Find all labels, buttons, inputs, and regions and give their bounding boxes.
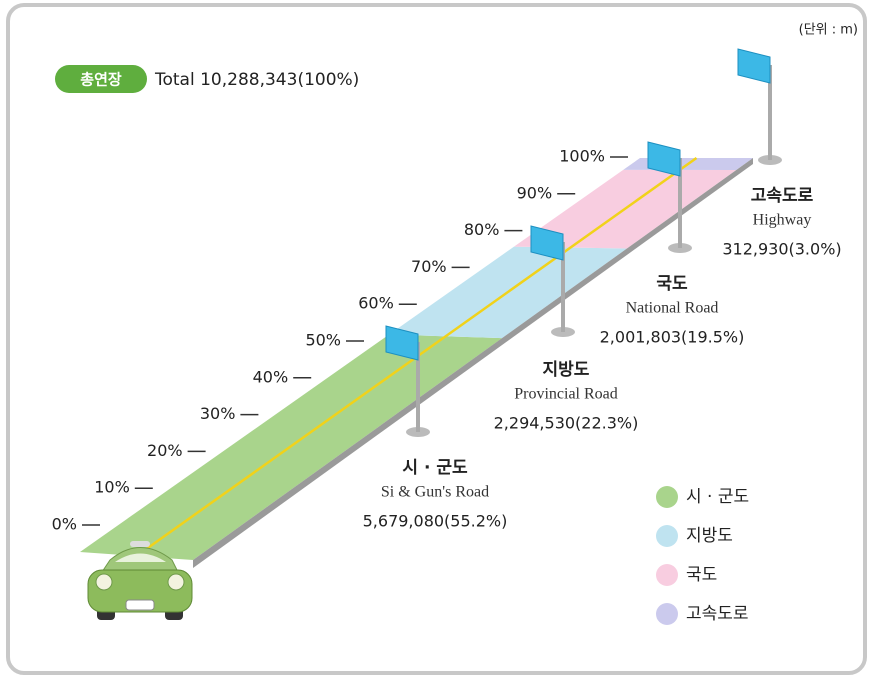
y-tick-label: 30% (200, 404, 236, 423)
segment-name: 고속도로 (751, 186, 814, 206)
y-tick-label: 80% (464, 220, 500, 239)
legend-label: 고속도로 (686, 604, 749, 624)
segment-name: 국도 (656, 274, 688, 294)
y-tick-label: 40% (253, 367, 289, 386)
flag (385, 325, 419, 361)
y-tick-label: 10% (94, 478, 130, 497)
segment-name: 시 · 군도 (402, 458, 468, 478)
legend-swatch (656, 525, 678, 547)
segment-english: National Road (626, 300, 719, 317)
badge (55, 65, 147, 93)
road-side (193, 158, 753, 568)
value-label: 312,930(3.0%) (722, 240, 841, 259)
segment-name: 지방도 (543, 360, 590, 380)
y-tick-label: 90% (517, 183, 553, 202)
y-tick-label: 0% (52, 515, 77, 534)
segment-english: Provincial Road (514, 386, 618, 403)
legend-label: 국도 (686, 565, 717, 585)
y-tick-label: 20% (147, 441, 183, 460)
value-label: 2,294,530(22.3%) (494, 414, 639, 433)
legend-label: 시 · 군도 (686, 487, 749, 507)
total-label: Total 10,288,343(100%) (154, 70, 359, 90)
legend-swatch (656, 603, 678, 625)
segment-english: Highway (753, 212, 812, 229)
flag (530, 225, 564, 261)
segment-english: Si & Gun's Road (381, 484, 489, 501)
legend-swatch (656, 564, 678, 586)
value-label: 5,679,080(55.2%) (363, 512, 508, 531)
legend-swatch (656, 486, 678, 508)
flag (737, 48, 771, 84)
legend-label: 지방도 (686, 526, 733, 546)
flag (647, 141, 681, 177)
y-tick-label: 60% (358, 294, 394, 313)
overlay (385, 48, 782, 437)
y-tick-label: 70% (411, 257, 447, 276)
unit-label: (단위 : m) (799, 23, 858, 38)
car (87, 541, 193, 620)
y-tick-label: 50% (305, 331, 341, 350)
road (80, 156, 753, 568)
value-label: 2,001,803(19.5%) (600, 328, 745, 347)
total-badge: 총연장 (80, 71, 122, 89)
y-tick-label: 100% (559, 147, 605, 166)
